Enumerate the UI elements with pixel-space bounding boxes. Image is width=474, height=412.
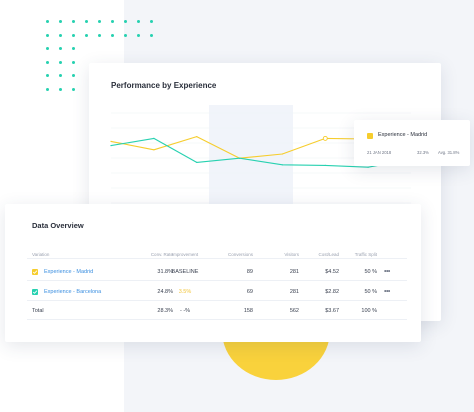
decorative-dot [46,74,49,77]
cost-lead-cell: $3.67 [325,307,339,314]
tooltip-average: Avg. 31.8% [438,150,460,155]
decorative-dot [59,20,62,23]
decorative-dot [85,20,88,23]
decorative-dot [72,87,75,91]
conv-rate-cell: 28.3% [157,307,173,314]
data-point[interactable] [281,164,284,166]
table-header: Variation Conv. Rate Improvement Convers… [27,249,407,259]
visitors-cell: 562 [289,307,299,314]
decorative-dot [72,47,75,50]
decorative-dot [59,87,62,91]
data-point[interactable] [196,136,198,138]
data-point[interactable] [324,164,326,166]
header-visitors[interactable]: Visitors [284,252,299,257]
traffic-split-cell: 50 % [364,268,377,275]
data-point[interactable] [281,153,284,155]
tooltip-date: 21 JAN 2018 [367,150,392,155]
performance-card-title: Performance by Experience [111,81,217,90]
decorative-dot [46,60,49,64]
data-point[interactable] [110,140,112,142]
visitors-cell: 281 [289,288,299,295]
decorative-dot [111,33,114,37]
header-traffic-split[interactable]: Traffic Split [354,252,377,257]
data-point[interactable] [153,137,155,139]
total-label: Total [32,307,44,314]
decorative-dot [59,47,62,50]
decorative-dot [72,60,75,64]
data-point[interactable] [153,149,155,151]
decorative-dot [124,33,127,37]
improvement-cell: BASELINE [171,268,199,275]
decorative-dot [46,47,49,50]
table-row-total: Total 28.3% - -% 158 562 $3.67 100 % [27,301,407,320]
variation-link-madrid[interactable]: Experience - Madrid [44,268,94,275]
visitors-cell: 281 [289,268,299,275]
table-row[interactable]: Experience - Barcelona 24.8% 3.5% 69 281… [27,282,407,301]
tooltip-title: Experience - Madrid [378,132,428,138]
decorative-dot [72,74,75,77]
check-icon [32,269,38,274]
improvement-cell: 3.5% [178,288,192,295]
header-cost-lead[interactable]: Cost/Lead [318,252,339,257]
cost-lead-cell: $2.82 [325,288,339,295]
data-overview-card: Data Overview Variation Conv. Rate Impro… [5,204,421,342]
decorative-dot [72,20,75,23]
decorative-dot [46,87,49,91]
header-variation[interactable]: Variation [32,252,50,257]
decorative-dot [150,20,153,23]
decorative-dot [59,60,62,64]
decorative-dot [150,33,153,37]
hovered-data-point[interactable] [322,135,328,141]
tooltip-color-swatch [367,133,373,139]
improvement-cell: - -% [179,307,191,314]
tooltip-value: 32.3% [417,150,429,155]
conversions-cell: 158 [243,307,253,314]
conv-rate-cell: 31.8% [157,268,173,275]
more-options-icon[interactable]: ••• [384,288,390,295]
more-options-icon[interactable]: ••• [384,268,390,275]
decorative-dot [111,20,114,23]
conversions-cell: 89 [246,268,253,275]
decorative-dot [124,20,127,23]
traffic-split-cell: 50 % [364,288,377,295]
decorative-dot [137,33,140,37]
decorative-dot [85,33,88,37]
data-point[interactable] [238,157,241,159]
data-point[interactable] [110,145,112,147]
decorative-dot [46,33,49,37]
traffic-split-cell: 100 % [361,307,377,314]
cost-lead-cell: $4.52 [325,268,339,275]
chart-tooltip: Experience - Madrid 21 JAN 2018 32.3% Av… [354,120,470,166]
check-icon [32,289,38,294]
decorative-dot [59,33,62,37]
header-conversions[interactable]: Conversions [227,252,253,257]
decorative-dot [72,33,75,37]
conv-rate-cell: 24.8% [157,288,173,295]
header-conv-rate[interactable]: Conv. Rate [150,252,173,257]
series-line-1[interactable] [110,137,412,168]
header-improvement[interactable]: Improvement [171,252,199,257]
data-overview-title: Data Overview [32,221,84,230]
conversions-cell: 69 [246,288,253,295]
data-point[interactable] [196,161,198,163]
decorative-dot [46,20,49,23]
checkbox-barcelona[interactable] [32,288,38,295]
variation-link-barcelona[interactable]: Experience - Barcelona [44,288,102,295]
data-point[interactable] [367,166,369,168]
table-row[interactable]: Experience - Madrid 31.8% BASELINE 89 28… [27,262,407,281]
decorative-dot [98,20,101,23]
decorative-dot [98,33,101,37]
decorative-dot [59,74,62,77]
checkbox-madrid[interactable] [32,268,38,275]
decorative-dot [137,20,140,23]
